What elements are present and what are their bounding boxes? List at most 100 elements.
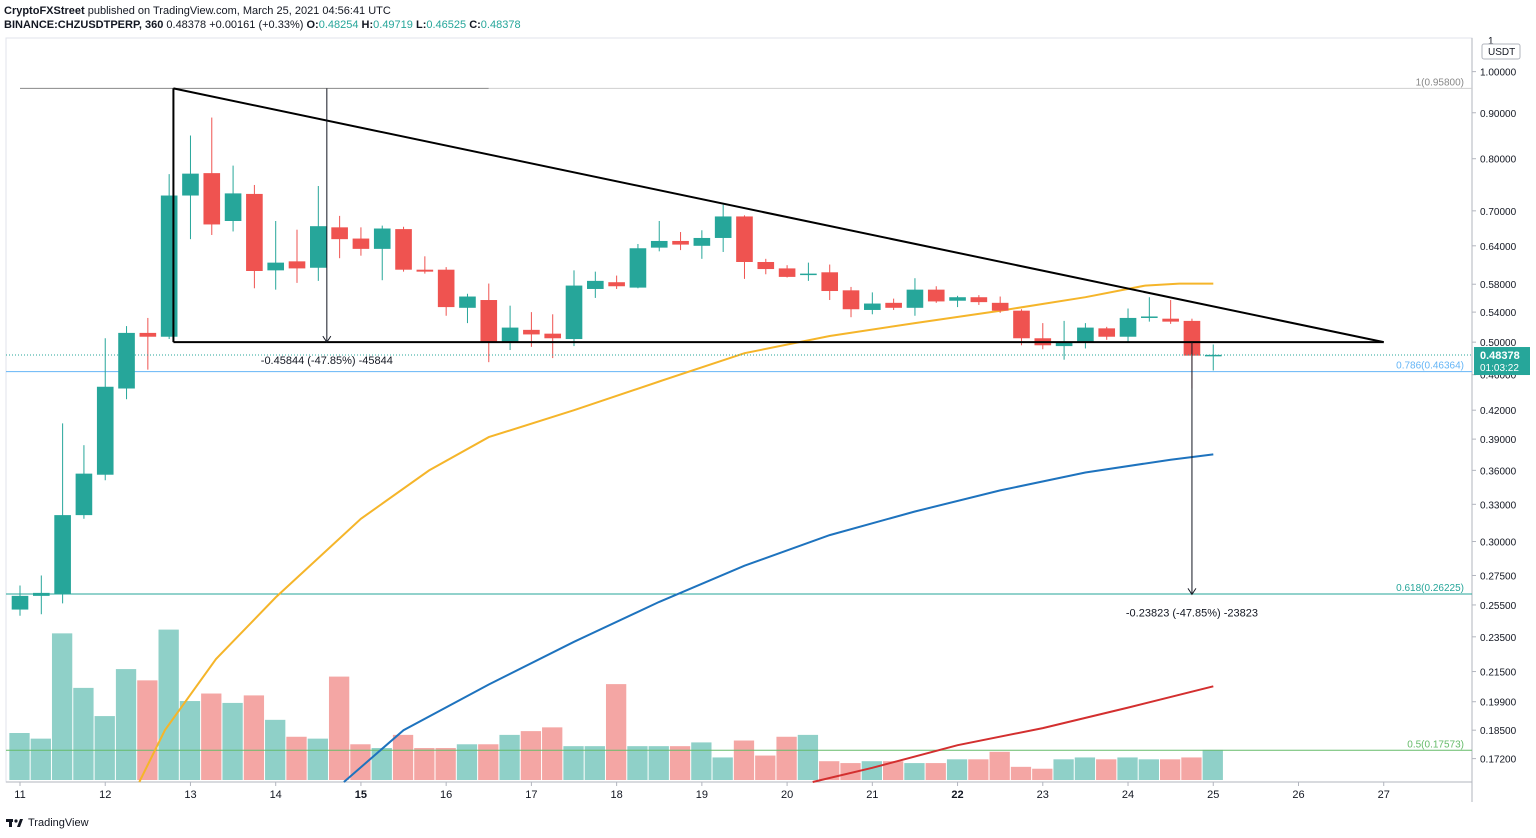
- candle-body: [331, 227, 348, 240]
- volume-bar: [882, 761, 904, 780]
- candle-body: [246, 193, 263, 271]
- volume-bar: [712, 757, 733, 780]
- x-tick-label: 18: [611, 789, 623, 801]
- published-info: published on TradingView.com, March 25, …: [87, 5, 391, 17]
- candle-body: [842, 290, 860, 310]
- candle-body: [906, 289, 924, 308]
- last-price-tag: [1474, 347, 1530, 376]
- candle-body: [650, 240, 668, 248]
- footer-brand[interactable]: TradingView: [28, 817, 89, 829]
- y-tick-label: 0.17200: [1480, 755, 1517, 766]
- low-label: L:: [415, 19, 427, 31]
- triangle-trendline: [173, 87, 1384, 344]
- volume-bar: [414, 748, 435, 780]
- candle-body: [885, 302, 902, 308]
- volume-bar: [669, 746, 691, 780]
- y-tick-label: 0.30000: [1480, 538, 1517, 549]
- y-tick-label: 0.50000: [1480, 338, 1517, 349]
- fib-level-label: 0.5(0.17573): [1407, 739, 1464, 750]
- candle-body: [267, 262, 285, 271]
- candle-body: [864, 303, 881, 310]
- x-tick-label: 23: [1037, 789, 1049, 801]
- volume-bar: [925, 763, 946, 780]
- candle-body: [54, 515, 71, 595]
- candle-body: [821, 272, 839, 292]
- volume-bar: [904, 763, 925, 780]
- measure-arrowhead: [322, 335, 332, 344]
- volume-bar: [819, 761, 840, 780]
- author-name[interactable]: CryptoFXStreet: [4, 5, 85, 17]
- y-tick-label: 0.21500: [1480, 668, 1517, 679]
- measure-label: -0.45844 (-47.85%) -45844: [261, 355, 393, 367]
- y-tick-label-top: 1: [1488, 36, 1494, 47]
- candle-body: [395, 229, 412, 270]
- candle-body: [927, 289, 945, 302]
- candle-body: [757, 261, 775, 270]
- volume-bar: [243, 695, 265, 780]
- volume-bar: [73, 687, 94, 780]
- candle-body: [970, 297, 988, 303]
- y-tick-label: 0.42000: [1480, 406, 1517, 417]
- last-price: 0.48378: [166, 19, 207, 31]
- open-label: O:: [306, 19, 319, 31]
- y-tick-label: 0.46000: [1480, 371, 1517, 382]
- candle-body: [75, 473, 93, 516]
- volume-bar: [755, 755, 776, 780]
- y-tick-label: 0.18500: [1480, 726, 1517, 737]
- close-value: 0.48378: [480, 19, 521, 31]
- volume-bar: [478, 744, 499, 780]
- y-tick-label: 0.39000: [1480, 435, 1517, 446]
- y-tick-label: 0.90000: [1480, 109, 1517, 120]
- candle-body: [949, 297, 966, 301]
- candle-body: [714, 216, 732, 238]
- candle-body: [587, 280, 604, 289]
- volume-bar: [989, 751, 1010, 780]
- high-label: H:: [361, 19, 374, 31]
- candle-body: [480, 300, 498, 343]
- volume-bar: [1202, 749, 1223, 780]
- candle-body: [1141, 316, 1158, 318]
- candle-body: [1204, 354, 1222, 357]
- y-tick-label: 0.58000: [1480, 280, 1517, 291]
- volume-bar: [520, 731, 542, 780]
- candle-body: [1013, 310, 1030, 339]
- candle-body: [32, 592, 50, 596]
- candle-body: [288, 261, 306, 269]
- last-price-countdown: 01:03:22: [1480, 363, 1519, 374]
- measure-arrowhead: [1187, 588, 1197, 596]
- x-tick-label: 25: [1207, 789, 1219, 801]
- candle-body: [629, 248, 647, 288]
- volume-bar: [733, 740, 755, 780]
- candle-body: [693, 237, 711, 246]
- volume-bar: [179, 701, 201, 780]
- volume-bar: [456, 744, 478, 780]
- x-tick-label: 13: [184, 789, 196, 801]
- x-tick-label: 27: [1378, 789, 1390, 801]
- volume-bar: [1138, 759, 1159, 780]
- y-tick-label: 0.70000: [1480, 207, 1517, 218]
- candle-body: [565, 285, 583, 340]
- x-tick-label: 14: [270, 789, 282, 801]
- volume-bar: [115, 669, 137, 780]
- candle-body: [96, 386, 114, 475]
- tradingview-logo-icon: [6, 819, 23, 827]
- volume-bar: [776, 736, 797, 780]
- volume-bar: [307, 738, 328, 780]
- volume-bar: [435, 748, 456, 780]
- x-tick-label: 21: [866, 789, 878, 801]
- symbol-label[interactable]: BINANCE:CHZUSDTPERP, 360: [4, 19, 164, 31]
- volume-bar: [648, 746, 669, 780]
- last-price-value: 0.48378: [1480, 350, 1520, 362]
- volume-bar: [201, 693, 222, 780]
- plot-area: [5, 37, 1473, 783]
- y-tick-label: 0.64000: [1480, 242, 1517, 253]
- volume-bar: [9, 733, 30, 780]
- x-tick-label: 26: [1292, 789, 1304, 801]
- x-tick-label: 19: [696, 789, 708, 801]
- candle-body: [11, 595, 29, 610]
- candle-body: [800, 273, 817, 276]
- candle-body: [1055, 342, 1073, 347]
- candle-body: [139, 332, 157, 337]
- volume-bar: [392, 734, 414, 780]
